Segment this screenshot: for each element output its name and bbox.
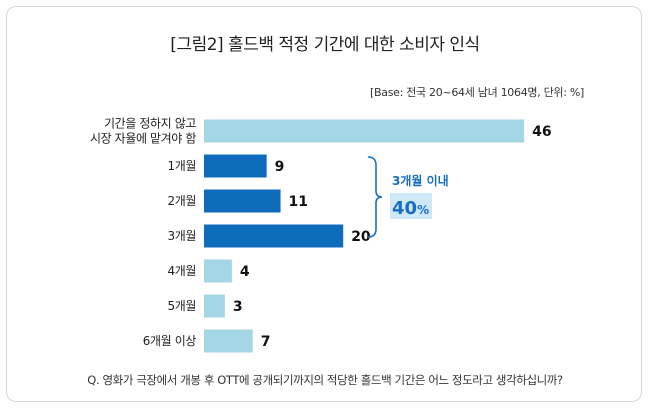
bar-4 <box>204 259 232 283</box>
value-label-4: 4 <box>240 264 250 280</box>
category-label-1: 1개월 <box>167 159 196 173</box>
annotation-label: 3개월 이내 <box>392 173 449 188</box>
bar-5 <box>204 294 225 318</box>
category-label-2: 2개월 <box>167 194 196 208</box>
category-label-4: 4개월 <box>167 264 196 278</box>
value-label-2: 11 <box>289 194 308 210</box>
category-label-6: 6개월 이상 <box>143 334 197 348</box>
category-label-0: 기간을 정하지 않고 시장 자율에 맡겨야 함 <box>90 117 196 146</box>
brace <box>367 156 383 238</box>
bar-1 <box>204 154 267 178</box>
survey-question: Q. 영화가 극장에서 개봉 후 OTT에 공개되기까지의 적당한 홀드백 기간… <box>87 373 563 387</box>
chart-card <box>6 6 642 402</box>
chart-title: [그림2] 홀드백 적정 기간에 대한 소비자 인식 <box>170 35 480 55</box>
bar-3 <box>204 224 344 248</box>
base-note: [Base: 전국 20~64세 남녀 1064명, 단위: %] <box>370 86 584 99</box>
category-label-3: 3개월 <box>167 229 196 243</box>
value-label-5: 3 <box>233 299 243 315</box>
annotation-highlight <box>390 193 432 219</box>
value-label-1: 9 <box>275 159 285 175</box>
annotation-value: 40% <box>392 198 429 219</box>
value-label-3: 20 <box>351 229 371 245</box>
value-label-0: 46 <box>532 124 551 140</box>
bar-0 <box>204 119 525 143</box>
value-label-6: 7 <box>261 334 271 350</box>
bar-6 <box>204 329 253 353</box>
bar-2 <box>204 189 281 213</box>
category-label-5: 5개월 <box>167 299 196 313</box>
